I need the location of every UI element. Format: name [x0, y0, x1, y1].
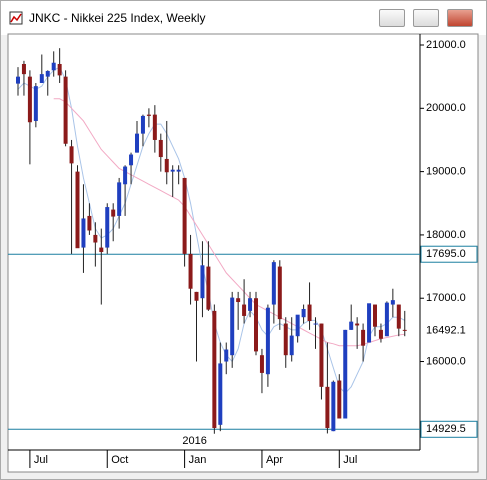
candle-body — [63, 76, 68, 144]
app-icon — [9, 11, 23, 25]
price-tag-label: 14929.5 — [426, 423, 466, 435]
candle-body — [212, 310, 217, 428]
close-button[interactable] — [447, 9, 473, 27]
candle-body — [135, 133, 139, 153]
candle-body — [331, 381, 336, 432]
x-tick-label: Jul — [34, 454, 48, 466]
candle-body — [45, 70, 50, 77]
candle-body — [367, 303, 372, 343]
candle-body — [140, 115, 145, 134]
candle-body — [337, 380, 342, 419]
candle-body — [194, 291, 199, 301]
candle-body — [176, 169, 181, 172]
candle-body — [236, 298, 241, 303]
candle-body — [87, 215, 92, 231]
candle-body — [57, 63, 62, 76]
candle-body — [378, 329, 383, 339]
candle-body — [27, 76, 32, 123]
candle-body — [355, 323, 360, 326]
candle-body — [301, 308, 306, 318]
candle-body — [182, 177, 187, 254]
candle-body — [224, 349, 229, 362]
y-tick-label: 17000.0 — [426, 292, 466, 304]
candle-body — [152, 114, 157, 140]
candle-body — [99, 247, 104, 253]
window-title: JNKC - Nikkei 225 Index, Weekly — [29, 11, 206, 25]
candle-body — [218, 363, 223, 425]
candle-body — [75, 171, 80, 249]
maximize-button[interactable] — [413, 9, 439, 27]
candle-body — [69, 146, 74, 164]
candle-body — [343, 329, 348, 419]
candle-body — [93, 234, 98, 243]
candle-body — [295, 314, 300, 337]
y-tick-label: 21000.0 — [426, 39, 466, 51]
candle-body — [265, 307, 270, 375]
candle-body — [39, 74, 44, 83]
candle-body — [325, 386, 330, 428]
minimize-button[interactable] — [379, 9, 405, 27]
candle-body — [188, 253, 193, 289]
candle-body — [158, 139, 163, 158]
y-tick-label: 18000.0 — [426, 229, 466, 241]
candle-body — [373, 304, 377, 327]
candle-body — [164, 158, 169, 173]
candle-body — [111, 209, 116, 217]
candle-body — [242, 304, 247, 316]
candle-body — [123, 166, 128, 185]
last-price-label: 16492.1 — [426, 324, 466, 336]
candle-body — [16, 76, 20, 84]
candle-body — [248, 298, 253, 311]
candle-body — [283, 323, 288, 356]
candle-body — [105, 207, 110, 248]
candle-body — [81, 218, 86, 248]
candle-body — [390, 300, 395, 305]
candle-body — [230, 297, 235, 356]
title-bar: JNKC - Nikkei 225 Index, Weekly — [1, 1, 486, 35]
candle-body — [361, 329, 366, 346]
candle-body — [313, 323, 318, 325]
candle-body — [307, 304, 312, 322]
price-tag — [420, 245, 478, 263]
y-tick-label: 19000.0 — [426, 166, 466, 178]
last-price-tag — [421, 322, 477, 339]
candle-body — [200, 265, 205, 299]
candle-body — [21, 63, 26, 75]
x-tick-label: Jul — [343, 454, 357, 466]
y-tick-label: 16000.0 — [426, 355, 466, 367]
candle-body — [33, 86, 38, 121]
candle-body — [271, 262, 276, 305]
x-tick-label: Jan — [189, 454, 207, 466]
candle-body — [402, 329, 407, 331]
candle-body — [129, 154, 134, 166]
price-tag — [420, 420, 478, 438]
candle-body — [206, 266, 211, 310]
candle-body — [51, 62, 56, 71]
candle-body — [117, 182, 122, 216]
candle-body — [349, 321, 354, 330]
x-tick-label: Oct — [111, 454, 128, 466]
candle-body — [319, 323, 324, 387]
candle-body — [277, 266, 282, 320]
candle-body — [396, 304, 401, 329]
year-label: 2016 — [182, 435, 206, 447]
price-tag-label: 17695.0 — [426, 248, 466, 260]
candle-body — [254, 298, 258, 352]
candle-body — [146, 114, 151, 116]
y-tick-label: 20000.0 — [426, 102, 466, 114]
chart-frame — [7, 33, 479, 473]
candle-body — [170, 169, 175, 172]
candle-body — [289, 335, 294, 356]
candle-body — [259, 355, 264, 373]
candle-body — [384, 302, 389, 337]
x-tick-label: Apr — [266, 454, 283, 466]
